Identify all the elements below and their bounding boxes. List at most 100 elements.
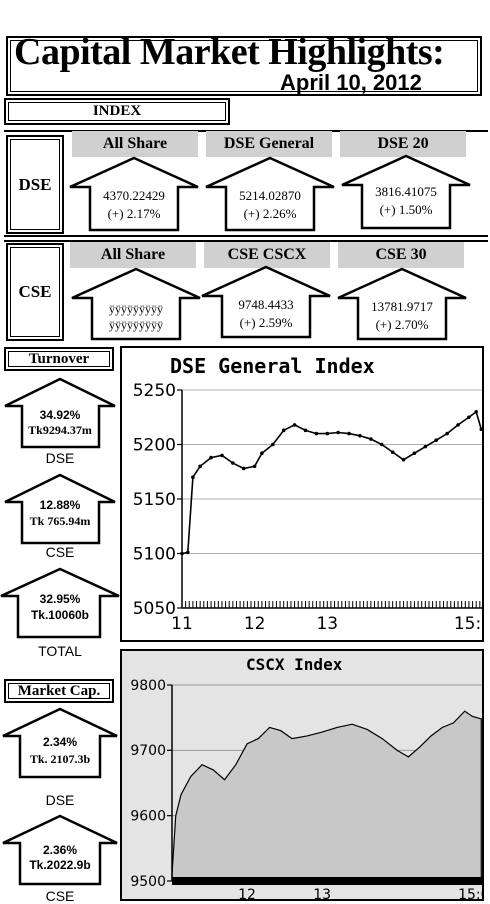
cse-tab-cse-30: CSE 30 [338,242,464,268]
data-point [325,431,330,436]
arrow-up-icon [4,377,116,449]
dse-all-share-box: 4370.22429 (+) 2.17% [68,156,200,232]
arrow-up-icon [4,473,116,545]
report-date: April 10, 2012 [280,70,422,95]
data-point [379,442,384,447]
data-point [303,428,308,433]
market-cap-cse-box: 2.36% Tk.2022.9b [2,814,118,886]
dse-tab-all-share: All Share [72,131,198,157]
data-point [347,431,351,436]
data-point [314,431,319,436]
data-point [186,550,190,555]
x-tick-label: 13 [313,887,331,903]
market-cap-cse-pct: 2.36% [42,843,78,857]
arrow-up-icon [69,156,199,232]
dse-general-box: 5214.02870 (+) 2.26% [204,156,336,232]
dse-general-value: 5214.02870 [239,188,301,203]
turnover-cse-value: Tk 765.94m [29,514,91,528]
dse-tab-dse-general: DSE General [206,131,332,157]
cscx-chart-frame: CSCX Index 9500 9600 9700 9800 12 13 15:08 [120,649,484,903]
series-line [181,410,482,555]
turnover-dse-box: 34.92% Tk9294.37m [4,377,116,449]
data-point [292,423,297,427]
data-point [423,444,428,449]
cse-all-share-change: ÿÿÿÿÿÿÿÿÿ [109,318,163,332]
y-tick-label: 9800 [130,678,166,694]
data-point [412,451,417,456]
turnover-label: Turnover [4,347,114,371]
data-point [231,461,235,465]
dse-general-change: (+) 2.26% [243,206,297,221]
data-point [260,451,264,456]
cse-all-share-box: ÿÿÿÿÿÿÿÿÿ ÿÿÿÿÿÿÿÿÿ [70,267,202,341]
data-point [336,430,340,435]
x-tick-label: 11 [171,614,193,634]
cse-30-change: (+) 2.70% [375,317,429,332]
market-cap-dse-box: 2.34% Tk. 2107.3b [2,707,118,779]
dse-all-share-change: (+) 2.17% [107,206,161,221]
market-cap-cse-value: Tk.2022.9b [29,858,91,872]
market-cap-dse-pct: 2.34% [42,735,78,749]
y-tick-label: 5050 [133,599,176,619]
data-point [390,450,395,454]
data-point [456,423,460,427]
chart2-title: CSCX Index [246,655,343,674]
turnover-cse-box: 12.88% Tk 765.94m [4,473,116,545]
turnover-cse-caption: CSE [45,544,75,560]
data-point [358,433,362,438]
arrow-up-icon [337,267,467,341]
series-area [171,710,482,882]
cse-tab-cscx: CSE CSCX [204,242,330,268]
dse-general-chart-frame: DSE General Index 5050 5100 5150 5200 5250 11… [120,346,484,642]
data-point [474,410,478,414]
x-tick-label: 12 [244,614,266,634]
chart1-title: DSE General Index [170,354,375,378]
cse-label: CSE [6,243,64,341]
market-cap-dse-value: Tk. 2107.3b [29,752,91,766]
x-tick-label: 12 [238,887,256,903]
cse-cscx-box: 9748.4433 (+) 2.59% [200,265,332,339]
title-frame [6,36,482,96]
y-tick-label: 5100 [133,544,176,564]
data-point [191,475,195,479]
x-tick-label: 15:08 [458,887,482,903]
market-cap-dse-caption: DSE [45,792,75,808]
dse-general-chart: 5050 5100 5150 5200 5250 11 12 13 15:08 [133,381,482,634]
data-point [241,466,246,471]
cscx-chart: 9500 9600 9700 9800 12 13 15:08 [130,678,482,903]
cse-tab-all-share: All Share [70,242,196,268]
y-tick-label: 5200 [133,435,176,455]
turnover-total-box: 32.95% Tk.10060b [0,567,120,639]
arrow-up-icon [201,265,331,339]
turnover-cse-pct: 12.88% [39,498,81,512]
y-tick-label: 9700 [130,743,166,759]
dse-20-value: 3816.41075 [375,184,437,199]
dse-tab-dse-20: DSE 20 [340,131,466,157]
market-cap-label: Market Cap. [4,679,114,703]
arrow-up-icon [205,156,335,232]
arrow-up-icon [2,814,118,886]
market-cap-cse-caption: CSE [45,888,75,904]
divider-mid-2 [4,240,488,242]
arrow-up-icon [71,267,201,341]
y-tick-label: 9500 [130,874,166,890]
y-tick-label: 9600 [130,809,166,825]
data-point [401,457,406,462]
dse-all-share-value: 4370.22429 [103,188,165,203]
arrow-up-icon [0,567,120,639]
arrow-up-icon [2,707,118,779]
data-point [369,437,373,441]
turnover-dse-caption: DSE [45,450,75,466]
data-point [281,428,286,433]
turnover-total-caption: TOTAL [38,643,82,659]
dse-20-change: (+) 1.50% [379,202,433,217]
divider-mid [4,235,488,237]
x-tick-label: 15:08 [454,614,482,634]
turnover-dse-pct: 34.92% [39,408,81,422]
data-point [220,453,224,458]
index-label: INDEX [4,98,230,125]
y-tick-label: 5150 [133,490,176,510]
turnover-dse-value: Tk9294.37m [28,423,92,437]
data-point [252,464,257,469]
x-tick-label: 13 [316,614,338,634]
